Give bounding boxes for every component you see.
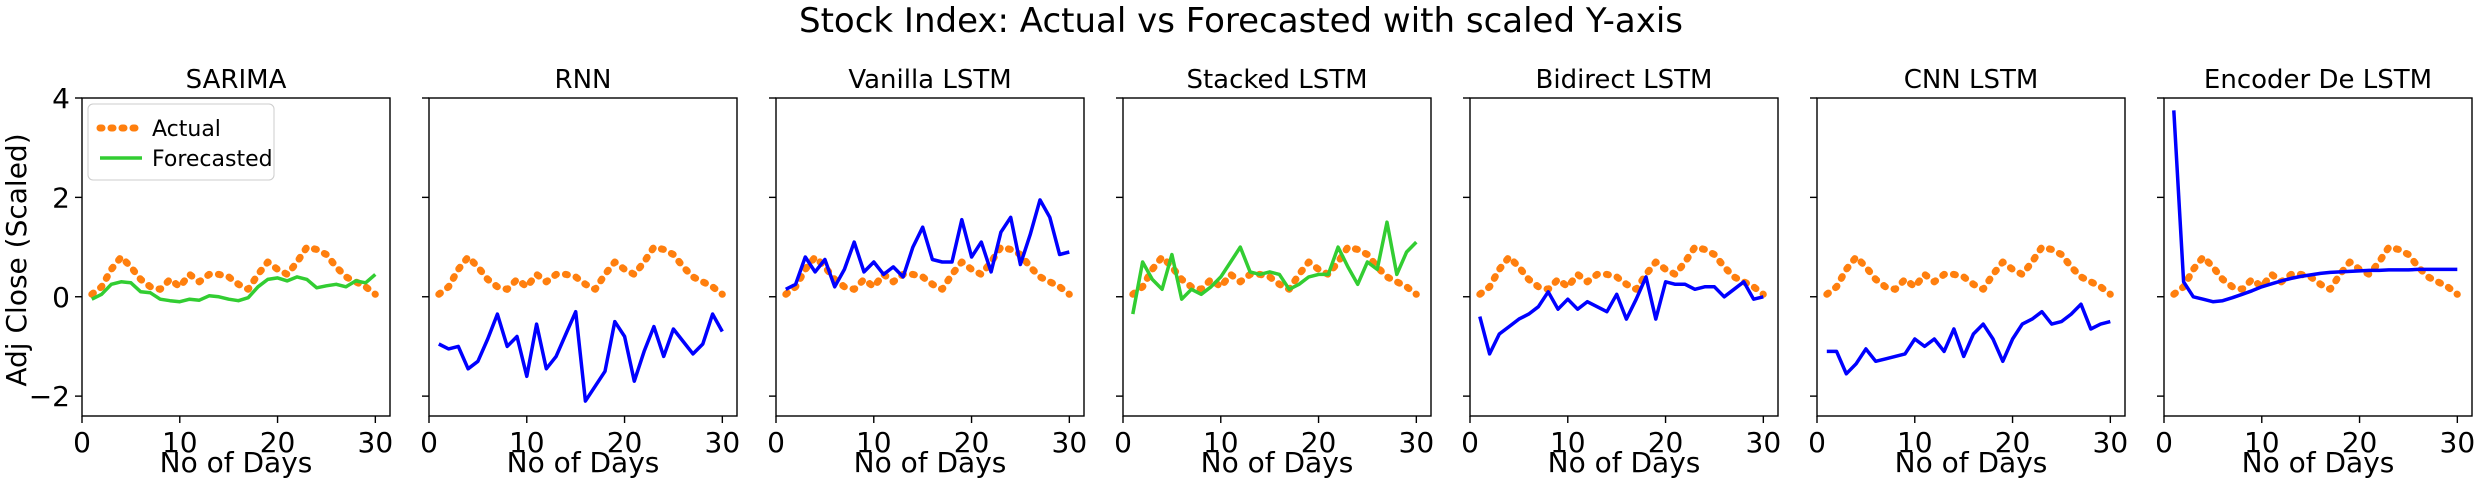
- y-tick-label: 4: [52, 82, 70, 115]
- plot-frame: [1122, 97, 1432, 417]
- legend-label-actual: Actual: [152, 117, 221, 142]
- subplot-rnn: RNN 0 10 20 30 No of Days: [420, 65, 740, 479]
- x-axis-label: No of Days: [854, 446, 1007, 479]
- x-tick-label: 20: [2342, 426, 2378, 459]
- series-group: [1129, 220, 1420, 315]
- x-axis-label: No of Days: [1895, 446, 2048, 479]
- y-axis-label: Adj Close (Scaled): [0, 133, 33, 386]
- x-tick-label: 0: [420, 426, 438, 459]
- x-tick-label: 20: [1648, 426, 1684, 459]
- subplot-title: RNN: [555, 65, 612, 95]
- x-tick-label: 30: [358, 426, 394, 459]
- series-group: [88, 243, 379, 304]
- x-tick-label: 10: [2244, 426, 2280, 459]
- x-tick-label: 10: [1550, 426, 1586, 459]
- series-line-forecasted: [438, 309, 724, 403]
- subplot-cnn-lstm: CNN LSTM 0 10 20 30 No of Days: [1808, 65, 2128, 479]
- series-line-actual: [88, 243, 379, 298]
- x-tick-label: 20: [1995, 426, 2031, 459]
- x-axis-label: No of Days: [1548, 446, 1701, 479]
- plot-frame: [1469, 97, 1779, 417]
- figure-title: Stock Index: Actual vs Forecasted with s…: [799, 1, 1683, 41]
- x-tick-label: 30: [2440, 426, 2476, 459]
- subplot-stacked-lstm: Stacked LSTM 0 10 20 30 No of Days: [1114, 65, 1434, 479]
- plot-frame: [1816, 97, 2126, 417]
- series-group: [2170, 110, 2461, 304]
- x-tick-label: 20: [1301, 426, 1337, 459]
- series-group: [435, 243, 726, 403]
- subplot-bidirect-lstm: Bidirect LSTM 0 10 20 30 No of Days: [1461, 65, 1781, 479]
- series-group: [1476, 243, 1767, 356]
- y-tick-label: 0: [52, 281, 70, 314]
- legend: Actual Forecasted: [87, 103, 275, 181]
- x-tick-label: 20: [260, 426, 296, 459]
- subplot-encoder-de-lstm: Encoder De LSTM 0 10 20 30 No of Days: [2155, 65, 2475, 479]
- series-line-actual: [1823, 243, 2114, 298]
- x-tick-label: 10: [856, 426, 892, 459]
- x-tick-label: 10: [1897, 426, 1933, 459]
- x-tick-label: 0: [1461, 426, 1479, 459]
- y-tick-label: 2: [52, 181, 70, 214]
- x-tick-label: 20: [607, 426, 643, 459]
- x-tick-label: 0: [1808, 426, 1826, 459]
- series-line-forecasted: [2172, 110, 2458, 304]
- subplot-vanilla-lstm: Vanilla LSTM 0 10 20 30 No of Days: [767, 65, 1087, 479]
- x-tick-label: 30: [1746, 426, 1782, 459]
- series-group: [1823, 243, 2114, 376]
- x-tick-label: 0: [1114, 426, 1132, 459]
- subplot-title: CNN LSTM: [1904, 65, 2039, 95]
- x-tick-label: 30: [705, 426, 741, 459]
- x-axis-label: No of Days: [160, 446, 313, 479]
- subplot-title: SARIMA: [186, 65, 287, 95]
- series-line-actual: [1476, 243, 1767, 298]
- legend-label-forecasted: Forecasted: [152, 147, 273, 172]
- x-tick-label: 0: [2155, 426, 2173, 459]
- x-axis-label: No of Days: [2242, 446, 2395, 479]
- plot-frame: [81, 97, 391, 417]
- series-line-actual: [2170, 243, 2461, 298]
- series-line-forecasted: [785, 198, 1070, 291]
- series-group: [782, 198, 1073, 298]
- x-tick-label: 10: [1203, 426, 1239, 459]
- series-line-actual: [435, 243, 726, 298]
- x-tick-label: 0: [767, 426, 785, 459]
- x-tick-label: 30: [2093, 426, 2129, 459]
- series-line-forecasted: [91, 273, 377, 304]
- x-tick-label: 10: [509, 426, 545, 459]
- x-tick-label: 30: [1052, 426, 1088, 459]
- x-tick-label: 30: [1399, 426, 1435, 459]
- plot-frame: [2163, 97, 2473, 417]
- legend-box: [87, 103, 275, 181]
- x-tick-label: 20: [954, 426, 990, 459]
- subplot-title: Stacked LSTM: [1186, 65, 1367, 95]
- y-tick-label: −2: [29, 380, 70, 413]
- series-line-forecasted: [1478, 275, 1764, 356]
- x-axis-label: No of Days: [507, 446, 660, 479]
- plot-frame: [428, 97, 738, 417]
- subplot-title: Vanilla LSTM: [848, 65, 1011, 95]
- plot-frame: [775, 97, 1085, 417]
- x-tick-label: 0: [73, 426, 91, 459]
- x-tick-label: 10: [162, 426, 198, 459]
- subplot-title: Bidirect LSTM: [1536, 65, 1713, 95]
- x-axis-label: No of Days: [1201, 446, 1354, 479]
- series-line-actual: [1129, 243, 1420, 298]
- series-line-forecasted: [1826, 302, 2111, 376]
- subplot-title: Encoder De LSTM: [2204, 65, 2432, 95]
- series-line-forecasted: [1131, 220, 1418, 315]
